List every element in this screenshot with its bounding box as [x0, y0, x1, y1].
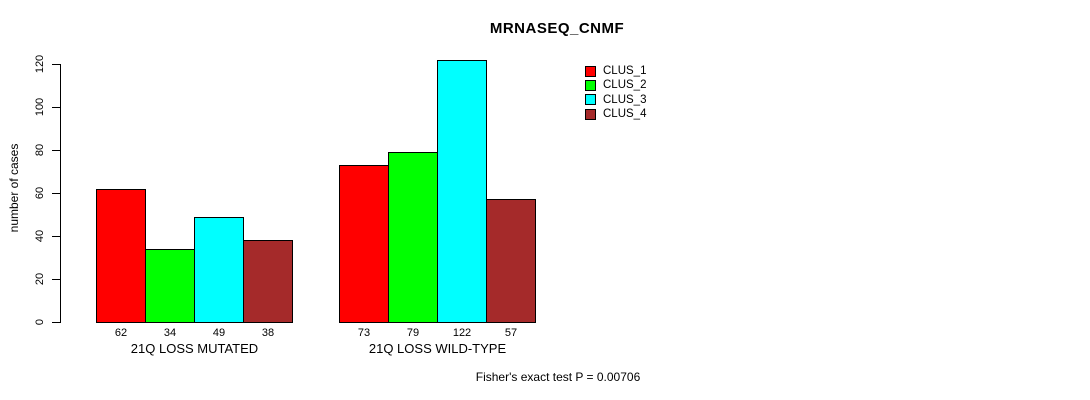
legend-swatch-clus_4: [585, 108, 596, 120]
legend-label: CLUS_3: [603, 93, 647, 106]
y-tick-label-text: 40: [34, 229, 46, 243]
y-tick-mark: [52, 64, 60, 65]
bar-clus_4-21q-loss-mutated: [243, 240, 293, 323]
y-tick-mark: [52, 150, 60, 151]
y-tick-mark: [52, 193, 60, 194]
fisher-test-annotation: Fisher's exact test P = 0.00706: [475, 370, 641, 384]
legend-row-clus_3: CLUS_3: [585, 93, 646, 107]
bar-value-label-text: 73: [357, 327, 371, 339]
bar-clus_1-21q-loss-mutated: [96, 189, 146, 323]
legend: CLUS_1 CLUS_2 CLUS_3 CLUS_4: [585, 64, 646, 121]
bar-value-label-text: 57: [504, 327, 518, 339]
y-tick-label-text: 100: [34, 97, 46, 117]
bar-value-label-text: 49: [212, 327, 226, 339]
y-tick-label-text: 20: [34, 272, 46, 286]
bar-clus_2-21q-loss-mutated: [145, 249, 195, 323]
legend-row-clus_1: CLUS_1: [585, 64, 646, 78]
group-label-1-text: 21Q LOSS MUTATED: [130, 341, 259, 356]
y-tick-label-text: 120: [34, 54, 46, 74]
legend-swatch-clus_3: [585, 94, 596, 106]
bar-value-label-text: 38: [261, 327, 275, 339]
group-label-2-text: 21Q LOSS WILD-TYPE: [368, 341, 507, 356]
legend-label: CLUS_4: [603, 108, 647, 121]
bar-clus_1-21q-loss-wild-type: [339, 165, 389, 323]
y-tick-label-text: 80: [34, 143, 46, 157]
bar-clus_3-21q-loss-wild-type: [437, 60, 487, 323]
y-tick-label-text: 60: [34, 186, 46, 200]
legend-row-clus_2: CLUS_2: [585, 78, 646, 92]
bar-clus_4-21q-loss-wild-type: [486, 199, 536, 323]
legend-label: CLUS_1: [603, 65, 647, 78]
bar-value-label-text: 79: [406, 327, 420, 339]
chart-title: MRNASEQ_CNMF: [489, 20, 625, 37]
y-axis-title-text: number of cases: [7, 143, 21, 233]
bar-value-label-text: 34: [163, 327, 177, 339]
y-tick-mark: [52, 279, 60, 280]
y-tick-mark: [52, 107, 60, 108]
bar-value-label-text: 122: [452, 327, 472, 339]
y-tick-mark: [52, 322, 60, 323]
y-axis-line: [60, 64, 61, 323]
y-tick-mark: [52, 236, 60, 237]
legend-row-clus_4: CLUS_4: [585, 107, 646, 121]
bar-clus_2-21q-loss-wild-type: [388, 152, 438, 323]
legend-swatch-clus_2: [585, 79, 596, 91]
bar-value-label-text: 62: [114, 327, 128, 339]
bar-clus_3-21q-loss-mutated: [194, 217, 244, 323]
legend-swatch-clus_1: [585, 65, 596, 77]
y-tick-label-text: 0: [34, 318, 46, 326]
legend-label: CLUS_2: [603, 79, 647, 92]
